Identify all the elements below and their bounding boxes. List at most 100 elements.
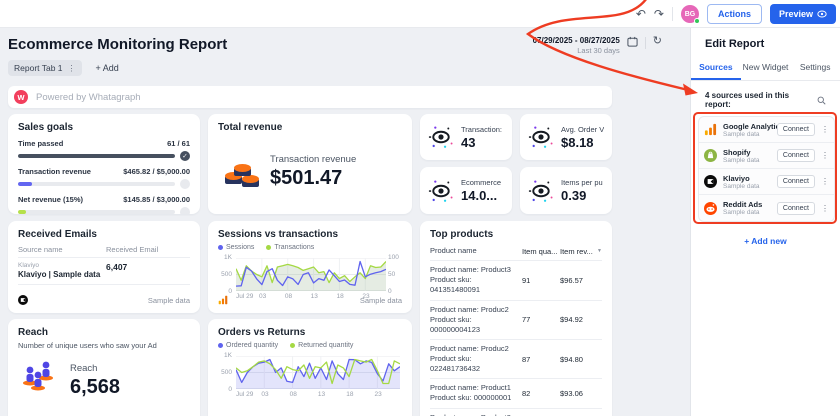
reddit-icon (704, 201, 717, 215)
goal-label: Transaction revenue (18, 167, 91, 176)
edit-report-panel: Edit Report Sources New Widget Settings … (690, 28, 840, 416)
metric-card-items-per-purchase[interactable]: Items per pu 0.39 (520, 167, 612, 214)
goal-value: 61 / 61 (167, 139, 190, 148)
metric-value: $501.47 (270, 167, 343, 189)
progress-track (18, 182, 175, 186)
powered-by-banner: w Powered by Whatagraph (8, 86, 612, 108)
metric-card-transactions[interactable]: Transaction: 43 (420, 114, 512, 160)
widget-subtitle: Number of unique users who saw your Ad (18, 341, 157, 350)
search-icon[interactable] (817, 96, 826, 105)
widget-sessions-vs-transactions[interactable]: Sessions vs transactions Sessions Transac… (208, 221, 412, 313)
y-axis-left: 1K 500 0 (221, 352, 232, 393)
check-icon: ✓ (180, 151, 190, 161)
add-tab-button[interactable]: + Add (95, 63, 119, 73)
sample-data-tag: Sample data (359, 296, 402, 305)
widget-sales-goals[interactable]: Sales goals Time passed 61 / 61 ✓ Transa… (8, 114, 200, 214)
kebab-menu-icon[interactable]: ⋮ (821, 203, 829, 213)
refresh-icon[interactable]: ↻ (652, 35, 662, 47)
avatar[interactable]: BG (680, 5, 700, 24)
line-chart (235, 355, 401, 389)
metric-card-avg-order-value[interactable]: Avg. Order V $8.18 (520, 114, 612, 160)
sort-caret-icon[interactable]: ▼ (597, 248, 602, 255)
source-row-klaviyo[interactable]: Klaviyo Sample data Connect ⋮ (699, 169, 834, 195)
eye-sparkle-icon (528, 126, 553, 148)
people-reach-icon (23, 361, 53, 391)
progress-fill (18, 210, 26, 214)
actions-button[interactable]: Actions (706, 4, 762, 24)
source-row-shopify[interactable]: Shopify Sample data Connect ⋮ (699, 143, 834, 169)
google-analytics-icon (704, 123, 717, 136)
widget-title: Top products (430, 229, 494, 240)
widget-top-products[interactable]: Top products Product name Item qua... It… (420, 221, 612, 416)
connect-button[interactable]: Connect (776, 201, 815, 215)
klaviyo-icon (704, 175, 717, 188)
redo-icon[interactable]: ↷ (653, 7, 664, 21)
widget-reach[interactable]: Reach Number of unique users who saw you… (8, 319, 200, 416)
widget-received-emails[interactable]: Received Emails Source name Received Ema… (8, 221, 200, 313)
goal-row-net-revenue: Net revenue (15%) $145.85 / $3,000.00 ✓ (18, 195, 190, 214)
metric-label: Avg. Order V (561, 124, 604, 134)
goal-label: Time passed (18, 139, 64, 148)
calendar-icon[interactable] (627, 36, 638, 47)
add-new-source-button[interactable]: + Add new (744, 236, 787, 246)
metric-card-ecommerce[interactable]: Ecommerce 14.0... (420, 167, 512, 214)
sources-count-label: 4 sources used in this report: (705, 91, 790, 109)
metric-value: $8.18 (561, 134, 594, 150)
empty-status-circle: ✓ (180, 207, 190, 214)
widget-orders-vs-returns[interactable]: Orders vs Returns Ordered quantity Return… (208, 319, 412, 416)
kebab-menu-icon[interactable]: ⋮ (821, 177, 829, 186)
column-header[interactable]: Item rev... (560, 246, 593, 256)
source-row-google-analytics[interactable]: Google Analytics Sample data Connect ⋮ (699, 117, 834, 143)
source-subtitle: Sample data (723, 182, 760, 190)
shopify-icon (704, 149, 717, 162)
date-control[interactable]: 07/29/2025 - 08/27/2025 Last 30 days ↻ (532, 35, 662, 56)
panel-tabs: Sources New Widget Settings (691, 62, 840, 81)
source-small-label: Klaviyo (18, 262, 39, 269)
source-row-reddit-ads[interactable]: Reddit Ads Sample data Connect ⋮ (699, 195, 834, 221)
widget-title: Reach (18, 327, 49, 338)
tab-new-widget[interactable]: New Widget (742, 62, 789, 72)
date-range[interactable]: 07/29/2025 - 08/27/2025 (532, 36, 620, 45)
metric-label: Items per pu (561, 178, 603, 187)
report-tab[interactable]: Report Tab 1 ⋮ (8, 60, 82, 76)
connect-button[interactable]: Connect (776, 123, 815, 136)
preview-label: Preview (778, 9, 813, 19)
eye-sparkle-icon (528, 180, 553, 202)
preview-button[interactable]: Preview (769, 4, 836, 24)
page-title: Ecommerce Monitoring Report (8, 36, 228, 53)
x-axis: Jul 29 03 08 13 18 23 (236, 391, 382, 398)
table-row: Product name: Produc2 Product sku: 022481… (430, 340, 602, 380)
kebab-menu-icon[interactable]: ⋮ (821, 151, 829, 160)
google-analytics-icon (218, 295, 228, 305)
widget-title: Sales goals (18, 122, 74, 133)
sample-data-tag: Sample data (147, 296, 190, 305)
column-header[interactable]: Item qua... (522, 246, 558, 256)
source-name: Shopify (723, 147, 751, 157)
widget-title: Received Emails (18, 229, 97, 240)
column-header[interactable]: Product name (430, 246, 477, 255)
column-header[interactable]: Source name (18, 245, 63, 254)
kebab-menu-icon[interactable]: ⋮ (821, 125, 829, 134)
report-tab-label: Report Tab 1 (14, 63, 63, 73)
metric-value: 43 (461, 134, 476, 150)
banner-text: Powered by Whatagraph (36, 91, 141, 103)
divider (671, 7, 673, 21)
source-subtitle: Sample data (723, 130, 760, 138)
metric-value: 6,568 (70, 376, 121, 398)
top-bar: ↶ ↷ BG Actions Preview (0, 0, 840, 28)
undo-icon[interactable]: ↶ (635, 7, 646, 21)
coins-icon (225, 164, 259, 187)
table-row: Product name: Produc2 Product sku: 000000… (430, 301, 602, 340)
column-header[interactable]: Received Email (106, 245, 159, 254)
connect-button[interactable]: Connect (776, 149, 815, 162)
date-preset: Last 30 days (577, 46, 620, 55)
tab-settings[interactable]: Settings (799, 62, 831, 72)
avatar-initials: BG (684, 10, 696, 18)
tab-kebab-icon[interactable]: ⋮ (67, 63, 76, 73)
source-name: Reddit Ads (723, 200, 763, 209)
tab-sources[interactable]: Sources (691, 62, 741, 80)
widget-total-revenue[interactable]: Total revenue Transaction revenue $501.4… (208, 114, 412, 214)
x-axis: Jul 29 03 08 13 18 23 (236, 293, 370, 300)
connect-button[interactable]: Connect (776, 175, 815, 188)
